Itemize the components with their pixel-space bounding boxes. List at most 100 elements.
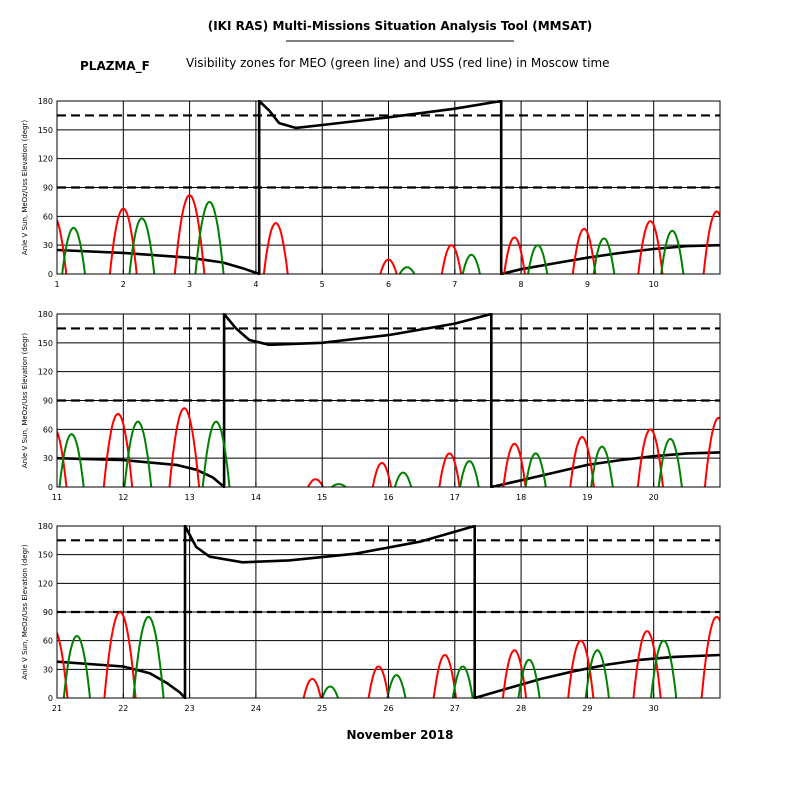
page-title: (IKI RAS) Multi-Missions Situation Analy… xyxy=(208,19,593,33)
x-tick-label: 12 xyxy=(118,493,128,502)
meo-elevation-pass-5 xyxy=(461,253,481,275)
uss-elevation-pass-6 xyxy=(440,244,463,275)
meo-elevation-pass-2 xyxy=(128,217,156,275)
data-layer xyxy=(57,313,720,488)
x-tick-label: 11 xyxy=(52,493,62,502)
meo-elevation-pass-6 xyxy=(459,460,480,488)
uss-elevation-pass-3 xyxy=(168,407,201,488)
meo-elevation-pass-8 xyxy=(660,229,685,275)
meo-elevation-pass-5 xyxy=(451,665,474,699)
meo-elevation-pass-7 xyxy=(584,649,610,699)
y-tick-label: 180 xyxy=(38,310,53,319)
meo-elevation-pass-9 xyxy=(657,437,683,488)
uss-elevation-pass-3 xyxy=(173,194,206,275)
meo-elevation-pass-1 xyxy=(58,433,85,488)
meo-elevation-pass-7 xyxy=(524,452,547,488)
uss-elevation-pass-9 xyxy=(637,220,664,275)
uss-elevation-pass-10 xyxy=(703,416,720,488)
uss-elevation-pass-9 xyxy=(636,428,664,488)
x-tick-label: 30 xyxy=(649,704,659,713)
y-tick-label: 90 xyxy=(43,184,53,193)
chart-panel-3: 21 22 23 24 25 26 27 28 29 30 0 30 60 90 120 150 180 Anle… xyxy=(21,522,721,713)
uss-elevation-pass-4 xyxy=(262,222,289,275)
x-tick-label: 16 xyxy=(383,493,393,502)
x-tick-label: 4 xyxy=(253,280,258,289)
uss-elevation-pass-5 xyxy=(432,653,457,699)
uss-elevation-pass-1 xyxy=(57,630,69,699)
uss-elevation-pass-10 xyxy=(702,210,720,275)
meo-elevation-pass-4 xyxy=(386,674,407,699)
y-tick-label: 120 xyxy=(38,155,53,164)
meo-elevation-pass-4 xyxy=(398,266,416,275)
y-tick-label: 150 xyxy=(38,551,53,560)
x-tick-label: 14 xyxy=(251,493,261,502)
uss-elevation-pass-7 xyxy=(503,236,526,275)
x-tick-label: 5 xyxy=(320,280,325,289)
x-tick-label: 21 xyxy=(52,704,62,713)
y-tick-label: 60 xyxy=(43,637,53,646)
uss-elevation-pass-4 xyxy=(307,478,324,488)
x-tick-label: 15 xyxy=(317,493,327,502)
x-tick-label: 3 xyxy=(187,280,192,289)
y-tick-label: 180 xyxy=(38,522,53,531)
y-tick-label: 30 xyxy=(43,665,53,674)
x-tick-label: 22 xyxy=(118,704,128,713)
meo-elevation-pass-1 xyxy=(61,226,86,275)
meo-elevation-pass-1 xyxy=(62,634,91,699)
meo-elevation-pass-7 xyxy=(592,237,616,275)
y-tick-label: 120 xyxy=(38,579,53,588)
uss-elevation-pass-5 xyxy=(371,461,392,488)
y-tick-label: 120 xyxy=(38,368,53,377)
mission-label: PLAZMA_F xyxy=(80,59,150,74)
meo-elevation-pass-4 xyxy=(331,483,347,488)
x-tick-label: 20 xyxy=(649,493,659,502)
y-tick-label: 30 xyxy=(43,454,53,463)
uss-elevation-pass-6 xyxy=(438,452,461,488)
sun-angle-line xyxy=(57,100,720,275)
meo-elevation-pass-8 xyxy=(590,445,614,488)
data-layer xyxy=(57,525,720,699)
uss-elevation-pass-1 xyxy=(57,429,68,488)
uss-elevation-pass-3 xyxy=(302,677,322,699)
uss-elevation-pass-2 xyxy=(103,610,137,699)
y-tick-label: 90 xyxy=(43,397,53,406)
y-tick-label: 150 xyxy=(38,339,53,348)
meo-elevation-pass-3 xyxy=(194,200,225,275)
uss-elevation-pass-8 xyxy=(571,227,597,275)
x-tick-label: 1 xyxy=(54,280,59,289)
y-tick-label: 150 xyxy=(38,126,53,135)
meo-elevation-pass-2 xyxy=(132,615,165,699)
x-tick-label: 10 xyxy=(649,280,659,289)
meo-elevation-pass-3 xyxy=(201,420,231,488)
y-tick-label: 180 xyxy=(38,97,53,106)
x-tick-label: 13 xyxy=(185,493,195,502)
y-tick-label: 90 xyxy=(43,608,53,617)
x-tick-label: 18 xyxy=(516,493,526,502)
x-tick-label: 9 xyxy=(585,280,590,289)
x-tick-label: 26 xyxy=(383,704,393,713)
y-axis-label: Anle V Sun, MeOz/Uss Elevation (degr) xyxy=(21,544,29,680)
x-tick-label: 23 xyxy=(185,704,195,713)
uss-elevation-pass-7 xyxy=(502,442,527,488)
uss-elevation-pass-4 xyxy=(367,665,390,699)
x-tick-label: 2 xyxy=(121,280,126,289)
x-tick-label: 29 xyxy=(582,704,592,713)
data-layer xyxy=(57,100,720,275)
month-label: November 2018 xyxy=(347,728,454,742)
y-tick-label: 0 xyxy=(48,694,53,703)
uss-elevation-pass-2 xyxy=(102,412,134,488)
meo-elevation-pass-2 xyxy=(123,420,153,488)
uss-elevation-pass-7 xyxy=(567,639,595,699)
chart-panel-2: 11 12 13 14 15 16 17 18 19 20 0 30 60 90 120 150 180 Anle… xyxy=(21,310,721,502)
meo-elevation-pass-5 xyxy=(394,471,413,488)
x-tick-label: 17 xyxy=(450,493,460,502)
x-tick-label: 25 xyxy=(317,704,327,713)
x-tick-label: 27 xyxy=(450,704,460,713)
meo-elevation-pass-6 xyxy=(517,658,541,699)
y-tick-label: 60 xyxy=(43,212,53,221)
x-tick-label: 8 xyxy=(519,280,524,289)
meo-elevation-pass-8 xyxy=(650,639,678,699)
x-tick-label: 19 xyxy=(582,493,592,502)
